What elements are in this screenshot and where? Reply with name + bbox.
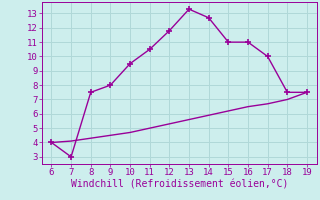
- X-axis label: Windchill (Refroidissement éolien,°C): Windchill (Refroidissement éolien,°C): [70, 180, 288, 190]
